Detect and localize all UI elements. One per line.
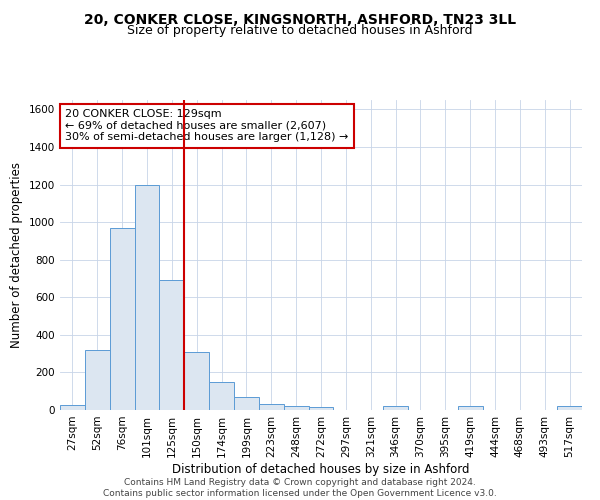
Bar [557, 406, 582, 410]
Bar [458, 406, 482, 410]
Bar [259, 404, 284, 410]
Bar [184, 352, 209, 410]
Text: 20 CONKER CLOSE: 129sqm
← 69% of detached houses are smaller (2,607)
30% of semi: 20 CONKER CLOSE: 129sqm ← 69% of detache… [65, 110, 349, 142]
Bar [209, 382, 234, 410]
Text: 20, CONKER CLOSE, KINGSNORTH, ASHFORD, TN23 3LL: 20, CONKER CLOSE, KINGSNORTH, ASHFORD, T… [84, 12, 516, 26]
X-axis label: Distribution of detached houses by size in Ashford: Distribution of detached houses by size … [172, 462, 470, 475]
Y-axis label: Number of detached properties: Number of detached properties [10, 162, 23, 348]
Bar [60, 405, 85, 410]
Bar [85, 350, 110, 410]
Text: Contains HM Land Registry data © Crown copyright and database right 2024.
Contai: Contains HM Land Registry data © Crown c… [103, 478, 497, 498]
Bar [308, 407, 334, 410]
Bar [383, 406, 408, 410]
Bar [110, 228, 134, 410]
Bar [134, 184, 160, 410]
Bar [234, 397, 259, 410]
Bar [160, 280, 184, 410]
Bar [284, 406, 308, 410]
Text: Size of property relative to detached houses in Ashford: Size of property relative to detached ho… [127, 24, 473, 37]
